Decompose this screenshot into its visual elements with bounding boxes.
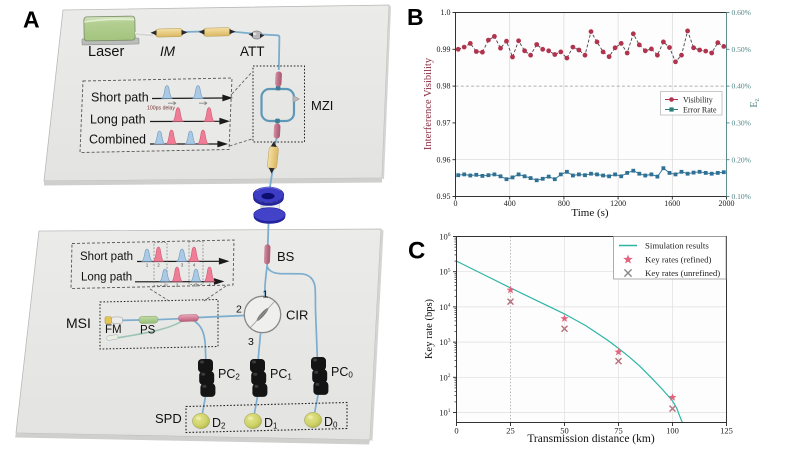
svg-text:0.96: 0.96 — [437, 155, 451, 164]
svg-text:Key rate (bps): Key rate (bps) — [424, 298, 435, 359]
svg-text:Short path: Short path — [91, 91, 149, 105]
svg-text:102: 102 — [439, 372, 451, 382]
svg-text:Long path: Long path — [81, 272, 132, 284]
svg-text:A: A — [23, 7, 40, 33]
svg-text:103: 103 — [439, 337, 451, 347]
svg-text:4: 4 — [193, 263, 196, 268]
svg-text:0.40%: 0.40% — [732, 82, 751, 91]
svg-text:125: 125 — [720, 426, 733, 436]
svg-text:101: 101 — [439, 408, 451, 418]
svg-text:Short path: Short path — [80, 251, 133, 263]
svg-text:Error Rate: Error Rate — [683, 106, 717, 115]
svg-text:105: 105 — [439, 267, 451, 277]
svg-text:CIR: CIR — [286, 308, 308, 323]
svg-text:ATT: ATT — [240, 44, 265, 59]
svg-text:106: 106 — [439, 232, 451, 242]
svg-text:0.99: 0.99 — [437, 45, 451, 54]
svg-text:0: 0 — [454, 426, 458, 436]
svg-text:75: 75 — [614, 426, 623, 436]
svg-text:3: 3 — [181, 263, 184, 268]
svg-text:0.98: 0.98 — [437, 82, 451, 91]
svg-text:1600: 1600 — [664, 199, 680, 208]
svg-text:MSI: MSI — [66, 315, 91, 331]
svg-text:25: 25 — [506, 426, 515, 436]
svg-text:0.60%: 0.60% — [732, 8, 751, 17]
svg-text:Key rates (unrefined): Key rates (unrefined) — [645, 268, 720, 278]
svg-text:0: 0 — [454, 199, 458, 208]
svg-text:2: 2 — [157, 263, 160, 268]
svg-text:Combined: Combined — [89, 133, 146, 147]
svg-text:1: 1 — [263, 289, 269, 301]
svg-text:1: 1 — [146, 263, 149, 268]
svg-text:1.0: 1.0 — [441, 8, 451, 17]
svg-text:C: C — [408, 238, 425, 265]
svg-text:2: 2 — [176, 283, 179, 288]
svg-text:IM: IM — [160, 44, 176, 59]
svg-text:Simulation results: Simulation results — [645, 241, 709, 251]
svg-text:3: 3 — [248, 336, 254, 348]
svg-text:PC2: PC2 — [218, 367, 240, 382]
svg-text:Time (s): Time (s) — [571, 207, 609, 219]
svg-text:400: 400 — [504, 199, 516, 208]
svg-text:50: 50 — [560, 426, 569, 436]
svg-text:100: 100 — [666, 426, 679, 436]
svg-text:Interference Visibility: Interference Visibility — [423, 57, 434, 150]
svg-text:PS: PS — [140, 325, 156, 337]
svg-text:Laser: Laser — [88, 44, 124, 60]
svg-text:BS: BS — [277, 249, 295, 264]
svg-text:100ps delay: 100ps delay — [147, 106, 175, 112]
svg-text:3: 3 — [195, 283, 198, 288]
svg-text:0.50%: 0.50% — [732, 45, 751, 54]
svg-text:4: 4 — [208, 283, 211, 288]
svg-text:0.97: 0.97 — [437, 119, 451, 128]
svg-text:0.95: 0.95 — [437, 192, 451, 201]
svg-text:1200: 1200 — [610, 199, 626, 208]
svg-text:SPD: SPD — [155, 411, 182, 426]
svg-text:0.30%: 0.30% — [732, 119, 751, 128]
svg-text:800: 800 — [558, 199, 570, 208]
svg-text:Key rates (refined): Key rates (refined) — [645, 255, 711, 265]
svg-text:0.10%: 0.10% — [732, 192, 751, 201]
svg-text:FM: FM — [105, 324, 122, 336]
svg-text:Transmission distance (km): Transmission distance (km) — [527, 433, 655, 445]
svg-text:Ez: Ez — [749, 98, 761, 107]
svg-text:MZI: MZI — [311, 98, 333, 113]
svg-text:Long path: Long path — [90, 113, 146, 127]
svg-text:B: B — [407, 4, 424, 30]
svg-text:PC1: PC1 — [270, 367, 292, 382]
svg-text:0.20%: 0.20% — [732, 155, 751, 164]
svg-text:Visibility: Visibility — [683, 96, 713, 105]
svg-text:2000: 2000 — [719, 199, 735, 208]
svg-text:2: 2 — [236, 304, 242, 316]
svg-text:1: 1 — [164, 283, 167, 288]
svg-text:PC0: PC0 — [331, 365, 353, 380]
svg-text:104: 104 — [439, 302, 451, 312]
